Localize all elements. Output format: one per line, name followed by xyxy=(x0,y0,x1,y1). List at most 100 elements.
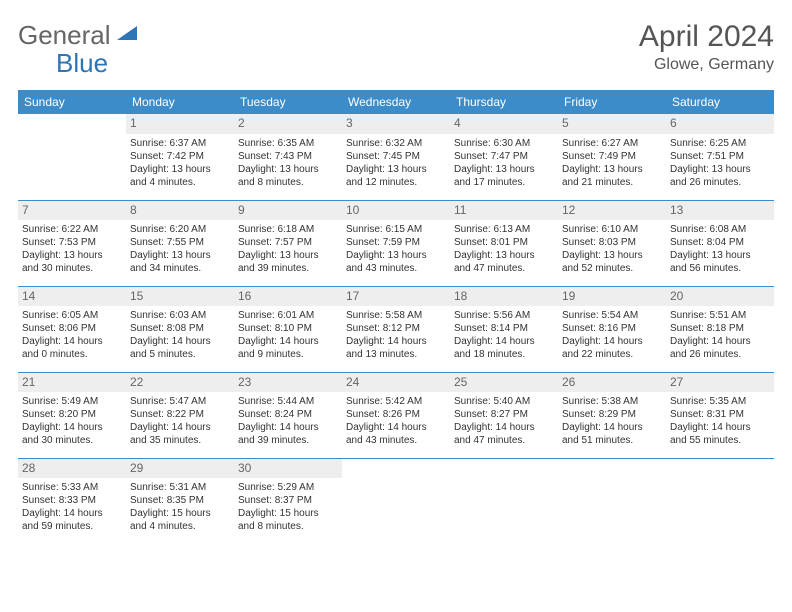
calendar-day-cell: 25Sunrise: 5:40 AMSunset: 8:27 PMDayligh… xyxy=(450,372,558,458)
day-number: 21 xyxy=(18,373,126,393)
day-number: 11 xyxy=(450,201,558,221)
calendar-day-cell: 28Sunrise: 5:33 AMSunset: 8:33 PMDayligh… xyxy=(18,458,126,544)
daylight-line-2: and 56 minutes. xyxy=(670,262,770,275)
sunrise-line: Sunrise: 6:15 AM xyxy=(346,223,446,236)
day-number: 30 xyxy=(234,459,342,479)
title-block: April 2024 Glowe, Germany xyxy=(639,20,774,74)
weekday-header: Sunday xyxy=(18,90,126,114)
calendar-day-cell: 16Sunrise: 6:01 AMSunset: 8:10 PMDayligh… xyxy=(234,286,342,372)
sunrise-line: Sunrise: 5:31 AM xyxy=(130,481,230,494)
calendar-day-cell: 14Sunrise: 6:05 AMSunset: 8:06 PMDayligh… xyxy=(18,286,126,372)
sunset-line: Sunset: 8:18 PM xyxy=(670,322,770,335)
sunrise-line: Sunrise: 6:13 AM xyxy=(454,223,554,236)
day-number: 14 xyxy=(18,287,126,307)
daylight-line-2: and 26 minutes. xyxy=(670,348,770,361)
sunset-line: Sunset: 7:51 PM xyxy=(670,150,770,163)
sunset-line: Sunset: 8:31 PM xyxy=(670,408,770,421)
sunrise-line: Sunrise: 6:20 AM xyxy=(130,223,230,236)
daylight-line-2: and 39 minutes. xyxy=(238,434,338,447)
calendar-day-cell: 6Sunrise: 6:25 AMSunset: 7:51 PMDaylight… xyxy=(666,114,774,200)
weekday-header: Friday xyxy=(558,90,666,114)
daylight-line-1: Daylight: 13 hours xyxy=(22,249,122,262)
day-number: 26 xyxy=(558,373,666,393)
calendar-day-cell: 13Sunrise: 6:08 AMSunset: 8:04 PMDayligh… xyxy=(666,200,774,286)
calendar-week-row: 14 Sunrise: 6:05 AMSunset: 8:06 PM Dayligh… xyxy=(18,286,774,372)
calendar-day-cell: 19Sunrise: 5:54 AMSunset: 8:16 PMDayligh… xyxy=(558,286,666,372)
calendar-day-cell: 5Sunrise: 6:27 AMSunset: 7:49 PMDaylight… xyxy=(558,114,666,200)
daylight-line-1: Daylight: 14 hours xyxy=(670,335,770,348)
daylight-line-1: Daylight: 14 hours xyxy=(562,421,662,434)
sunset-line: Sunset: 7:59 PM xyxy=(346,236,446,249)
day-number: 27 xyxy=(666,373,774,393)
sunset-line: Sunset: 7:45 PM xyxy=(346,150,446,163)
daylight-line-2: and 55 minutes. xyxy=(670,434,770,447)
sunrise-line: Sunrise: 5:42 AM xyxy=(346,395,446,408)
daylight-line-2: and 43 minutes. xyxy=(346,262,446,275)
calendar-day-cell: 20Sunrise: 5:51 AMSunset: 8:18 PMDayligh… xyxy=(666,286,774,372)
sunset-line: Sunset: 8:35 PM xyxy=(130,494,230,507)
daylight-line-1: Daylight: 13 hours xyxy=(238,249,338,262)
day-number: 2 xyxy=(234,114,342,134)
calendar-empty-cell xyxy=(450,458,558,544)
sunrise-line: Sunrise: 6:05 AM xyxy=(22,309,122,322)
sunset-line: Sunset: 8:27 PM xyxy=(454,408,554,421)
sunset-line: Sunset: 8:14 PM xyxy=(454,322,554,335)
calendar-day-cell: 21Sunrise: 5:49 AMSunset: 8:20 PMDayligh… xyxy=(18,372,126,458)
day-number: 22 xyxy=(126,373,234,393)
daylight-line-2: and 51 minutes. xyxy=(562,434,662,447)
sunrise-line: Sunrise: 5:40 AM xyxy=(454,395,554,408)
daylight-line-2: and 18 minutes. xyxy=(454,348,554,361)
daylight-line-1: Daylight: 14 hours xyxy=(130,335,230,348)
sunrise-line: Sunrise: 6:25 AM xyxy=(670,137,770,150)
daylight-line-1: Daylight: 13 hours xyxy=(346,163,446,176)
weekday-row: SundayMondayTuesdayWednesdayThursdayFrid… xyxy=(18,90,774,114)
sunset-line: Sunset: 8:06 PM xyxy=(22,322,122,335)
sunrise-line: Sunrise: 6:37 AM xyxy=(130,137,230,150)
sunset-line: Sunset: 8:03 PM xyxy=(562,236,662,249)
day-number: 19 xyxy=(558,287,666,307)
calendar-day-cell: 27Sunrise: 5:35 AMSunset: 8:31 PMDayligh… xyxy=(666,372,774,458)
calendar-day-cell: 7Sunrise: 6:22 AMSunset: 7:53 PMDaylight… xyxy=(18,200,126,286)
sunrise-line: Sunrise: 5:38 AM xyxy=(562,395,662,408)
sunset-line: Sunset: 7:53 PM xyxy=(22,236,122,249)
sunset-line: Sunset: 7:42 PM xyxy=(130,150,230,163)
day-number: 23 xyxy=(234,373,342,393)
calendar-day-cell: 22Sunrise: 5:47 AMSunset: 8:22 PMDayligh… xyxy=(126,372,234,458)
day-number: 3 xyxy=(342,114,450,134)
daylight-line-1: Daylight: 14 hours xyxy=(670,421,770,434)
calendar-body: 1Sunrise: 6:37 AMSunset: 7:42 PMDaylight… xyxy=(18,114,774,544)
daylight-line-1: Daylight: 13 hours xyxy=(454,249,554,262)
daylight-line-1: Daylight: 13 hours xyxy=(562,249,662,262)
sunrise-line: Sunrise: 5:58 AM xyxy=(346,309,446,322)
logo-text-general: General xyxy=(18,20,111,51)
daylight-line-1: Daylight: 13 hours xyxy=(454,163,554,176)
sunset-line: Sunset: 8:10 PM xyxy=(238,322,338,335)
sunrise-line: Sunrise: 6:08 AM xyxy=(670,223,770,236)
sunrise-line: Sunrise: 5:51 AM xyxy=(670,309,770,322)
sunrise-line: Sunrise: 6:18 AM xyxy=(238,223,338,236)
sunrise-line: Sunrise: 5:54 AM xyxy=(562,309,662,322)
calendar-day-cell: 15Sunrise: 6:03 AMSunset: 8:08 PMDayligh… xyxy=(126,286,234,372)
sunset-line: Sunset: 8:24 PM xyxy=(238,408,338,421)
sunrise-line: Sunrise: 6:32 AM xyxy=(346,137,446,150)
daylight-line-1: Daylight: 13 hours xyxy=(670,249,770,262)
daylight-line-1: Daylight: 13 hours xyxy=(130,163,230,176)
day-number: 24 xyxy=(342,373,450,393)
calendar-week-row: 7Sunrise: 6:22 AMSunset: 7:53 PMDaylight… xyxy=(18,200,774,286)
day-number: 5 xyxy=(558,114,666,134)
day-number: 4 xyxy=(450,114,558,134)
calendar-day-cell: 18Sunrise: 5:56 AMSunset: 8:14 PMDayligh… xyxy=(450,286,558,372)
daylight-line-1: Daylight: 15 hours xyxy=(238,507,338,520)
calendar-day-cell: 3 Sunrise: 6:32 AMSunset: 7:45 PMDaylight… xyxy=(342,114,450,200)
daylight-line-2: and 8 minutes. xyxy=(238,520,338,533)
calendar-empty-cell xyxy=(342,458,450,544)
sunset-line: Sunset: 8:04 PM xyxy=(670,236,770,249)
day-number: 18 xyxy=(450,287,558,307)
logo-text-blue-wrap: Blue xyxy=(56,48,108,79)
daylight-line-2: and 30 minutes. xyxy=(22,262,122,275)
calendar-day-cell: 10Sunrise: 6:15 AMSunset: 7:59 PMDayligh… xyxy=(342,200,450,286)
sunset-line: Sunset: 8:08 PM xyxy=(130,322,230,335)
day-number: 28 xyxy=(18,459,126,479)
logo: General xyxy=(18,20,141,51)
daylight-line-2: and 0 minutes. xyxy=(22,348,122,361)
